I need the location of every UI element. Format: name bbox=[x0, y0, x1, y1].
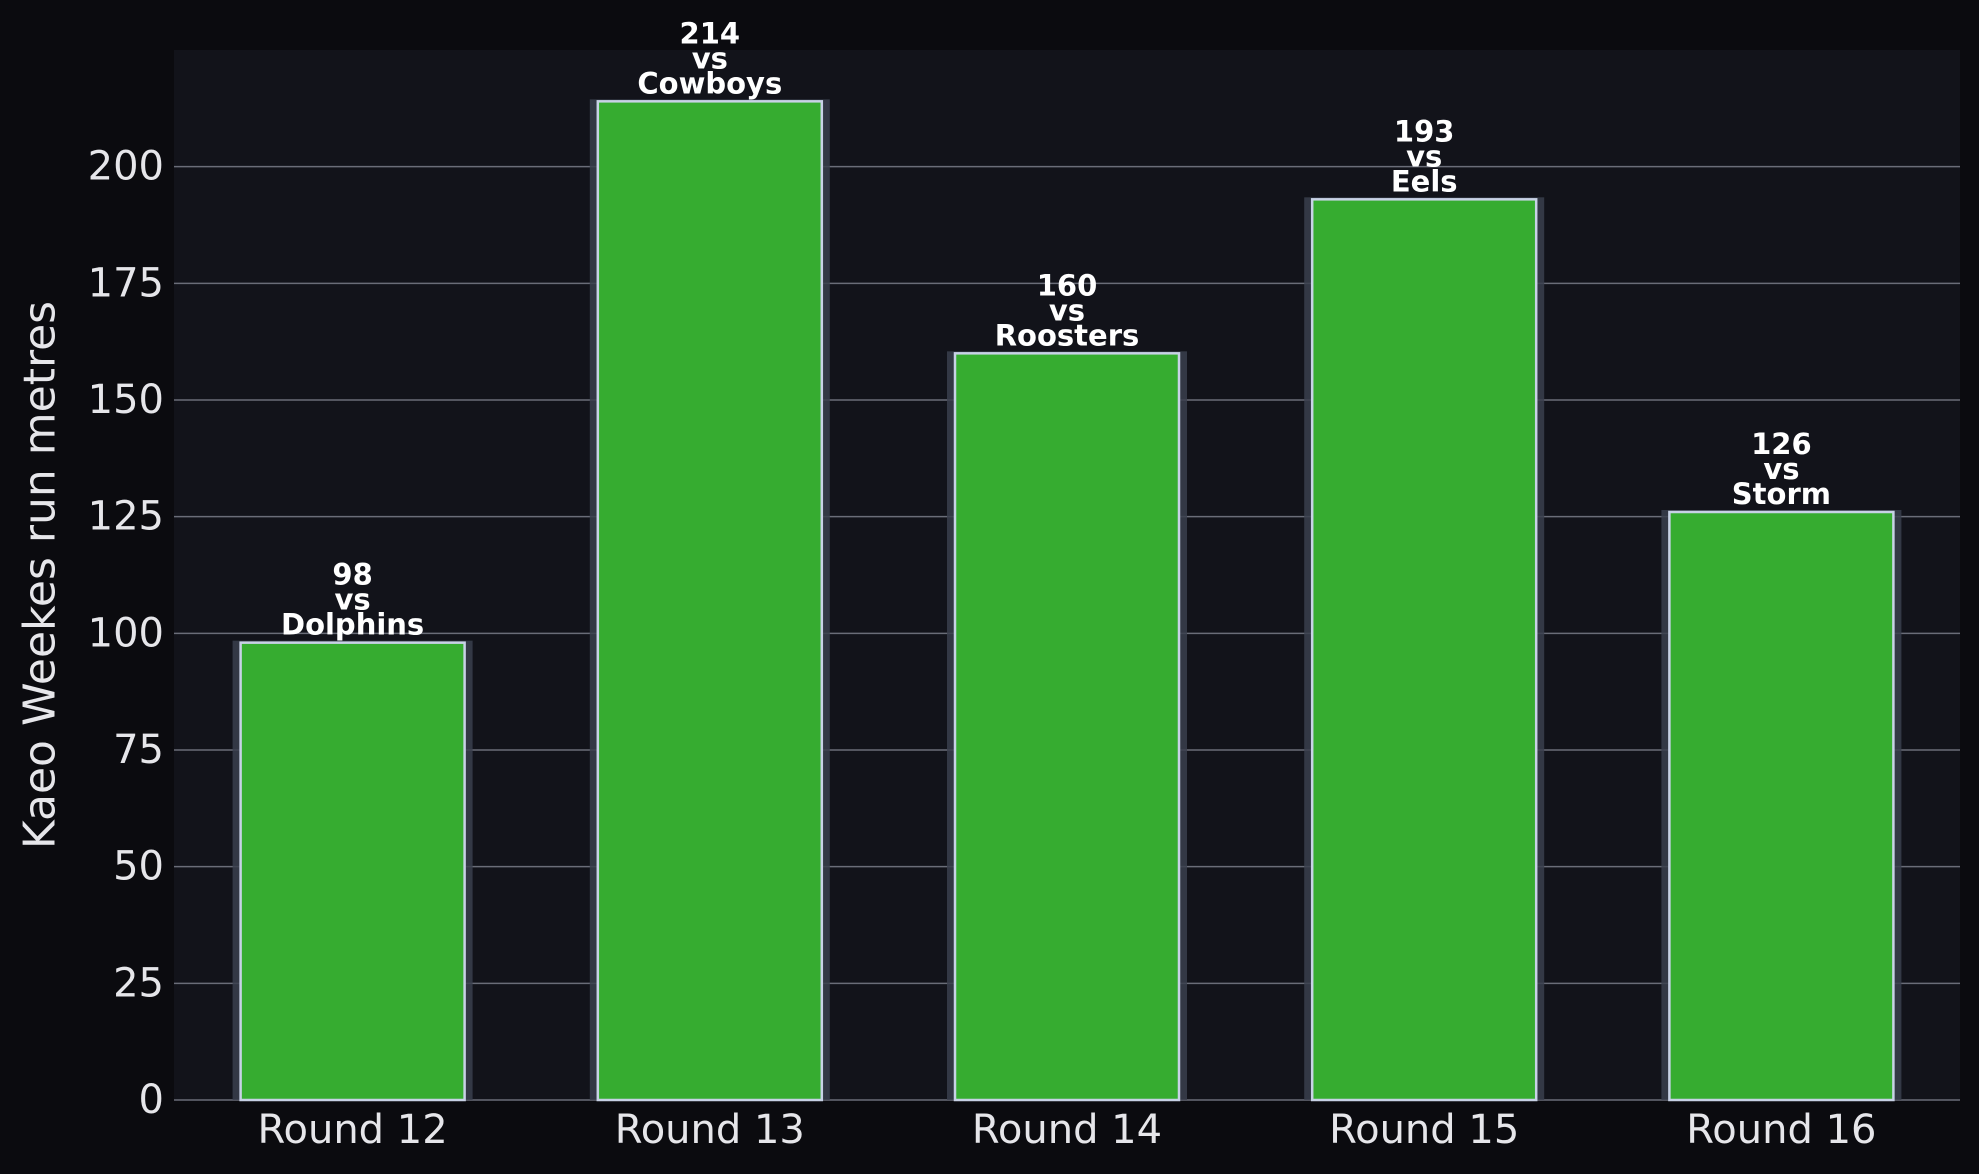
data-label-vs: vs bbox=[692, 41, 728, 75]
x-tick-label: Round 15 bbox=[1329, 1107, 1519, 1153]
y-tick-label: 100 bbox=[88, 610, 164, 656]
y-tick-label: 0 bbox=[139, 1077, 164, 1123]
data-label-vs: vs bbox=[335, 583, 371, 617]
bar-round-15 bbox=[1310, 198, 1538, 1102]
bar-round-14 bbox=[953, 352, 1181, 1102]
x-axis-ticks: Round 12 Round 13 Round 14 Round 15 Round 16 bbox=[258, 1107, 1877, 1153]
y-tick-label: 50 bbox=[113, 844, 164, 890]
y-tick-label: 25 bbox=[113, 960, 164, 1006]
data-label-value: 126 bbox=[1751, 427, 1812, 461]
data-label-value: 214 bbox=[680, 16, 741, 50]
x-tick-label: Round 12 bbox=[258, 1107, 448, 1153]
bar-round-16 bbox=[1668, 510, 1895, 1102]
data-label-vs: vs bbox=[1049, 293, 1085, 327]
data-label-value: 193 bbox=[1394, 114, 1455, 148]
bar-round-12 bbox=[239, 641, 466, 1102]
y-axis-ticks: 0 25 50 75 100 125 150 175 200 bbox=[88, 144, 164, 1123]
y-tick-label: 75 bbox=[113, 727, 164, 773]
x-tick-label: Round 16 bbox=[1686, 1107, 1876, 1153]
x-tick-label: Round 13 bbox=[615, 1107, 805, 1153]
bars bbox=[232, 99, 1902, 1102]
y-tick-label: 125 bbox=[88, 494, 164, 540]
data-label-value: 98 bbox=[332, 558, 372, 592]
y-tick-label: 175 bbox=[88, 260, 164, 306]
y-tick-label: 150 bbox=[88, 377, 164, 423]
data-label-vs: vs bbox=[1406, 139, 1442, 173]
bar-round-13 bbox=[596, 100, 824, 1102]
data-label-vs: vs bbox=[1763, 452, 1799, 486]
data-label-opponent: Dolphins bbox=[281, 608, 424, 642]
data-label-value: 160 bbox=[1037, 268, 1098, 302]
x-tick-label: Round 14 bbox=[972, 1107, 1162, 1153]
data-label-opponent: Storm bbox=[1732, 477, 1831, 511]
y-axis-label: Kaeo Weekes run metres bbox=[15, 301, 66, 849]
y-tick-label: 200 bbox=[88, 144, 164, 190]
data-labels: 98vsDolphins214vsCowboys160vsRoosters193… bbox=[281, 16, 1831, 641]
data-label-opponent: Roosters bbox=[995, 318, 1140, 352]
data-label-opponent: Cowboys bbox=[637, 66, 782, 100]
data-label-opponent: Eels bbox=[1391, 164, 1458, 198]
